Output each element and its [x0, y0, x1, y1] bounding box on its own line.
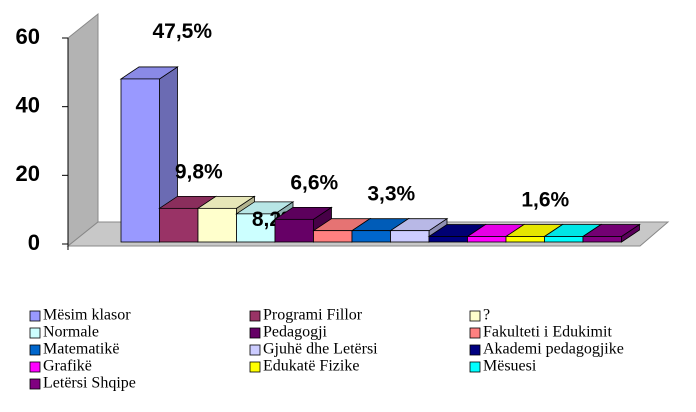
y-tick-label: 20 [16, 161, 40, 186]
legend-swatch [469, 361, 481, 373]
bar [159, 207, 199, 243]
legend-label: Edukatë Fizike [263, 358, 359, 375]
bar [197, 207, 237, 243]
legend-label: Gjuhë dhe Letërsi [263, 341, 378, 358]
legend-label: Normale [43, 324, 99, 341]
data-label: 47,5% [152, 20, 212, 43]
bar [544, 236, 584, 243]
y-tick-label: 60 [16, 24, 40, 49]
bar [274, 218, 314, 243]
y-tick-label: 40 [16, 92, 40, 117]
legend-swatch [29, 310, 41, 322]
data-label: 9,8% [175, 160, 223, 183]
bar [313, 230, 353, 243]
back-wall [67, 12, 99, 248]
legend-label: Programi Fillor [263, 307, 363, 324]
legend-label: Mësim klasor [43, 307, 131, 324]
legend-swatch [469, 344, 481, 356]
legend-swatch [249, 344, 261, 356]
bar [120, 78, 160, 243]
data-label: 3,3% [367, 183, 415, 206]
legend-label: Grafikë [43, 358, 92, 375]
legend-label: ? [483, 307, 490, 324]
bar [351, 230, 391, 243]
legend-swatch [469, 327, 481, 339]
legend-swatch [29, 378, 41, 390]
data-label: 1,6% [521, 189, 569, 212]
bar [582, 236, 622, 243]
legend-label: Letërsi Shqipe [43, 375, 136, 392]
legend-swatch [249, 361, 261, 373]
legend-swatch [469, 310, 481, 322]
bar [428, 236, 468, 243]
legend-label: Pedagogji [263, 324, 328, 341]
legend-label: Akademi pedagogjike [483, 341, 624, 358]
data-label: 6,6% [290, 171, 338, 194]
legend-swatch [29, 327, 41, 339]
legend-swatch [29, 344, 41, 356]
bar [467, 236, 507, 243]
legend-label: Matematikë [43, 341, 119, 358]
legend-swatch [249, 327, 261, 339]
bar [390, 230, 430, 243]
y-tick-label: 0 [28, 230, 40, 255]
legend-label: Fakulteti i Edukimit [483, 324, 612, 341]
legend-swatch [249, 310, 261, 322]
legend-label: Mësuesi [483, 358, 537, 375]
legend-swatch [29, 361, 41, 373]
bar [505, 236, 545, 243]
